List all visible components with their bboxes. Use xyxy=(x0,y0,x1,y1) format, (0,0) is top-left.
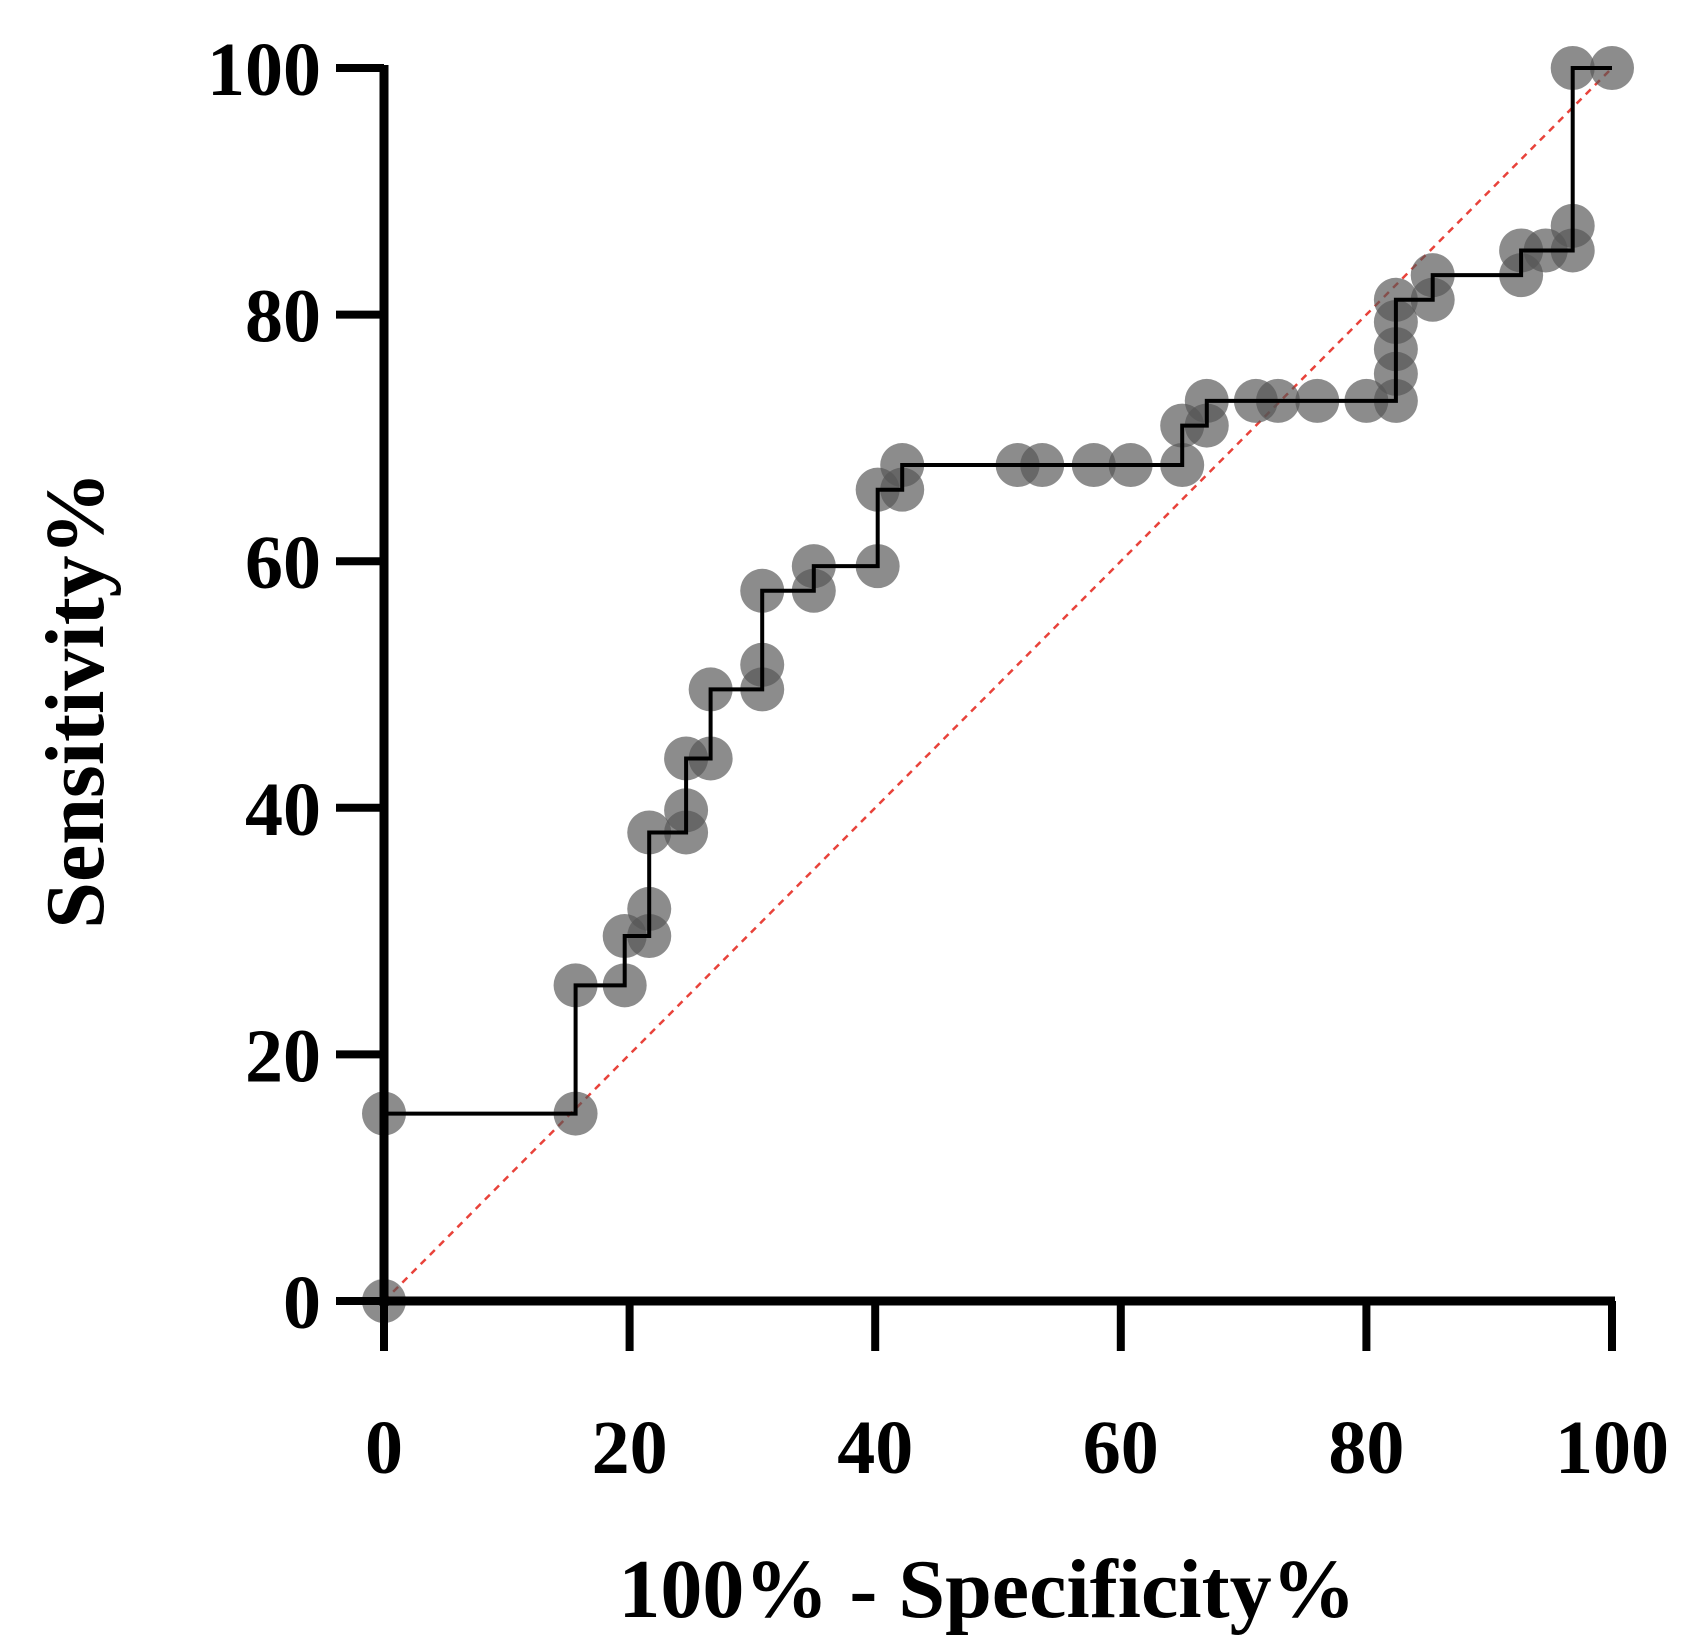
y-tick-label-2: 40 xyxy=(245,768,321,852)
x-tick-label-0: 0 xyxy=(365,1406,403,1490)
y-tick-label-0: 0 xyxy=(283,1261,321,1345)
y-tick-label-5: 100 xyxy=(207,28,321,112)
y-tick-label-3: 60 xyxy=(245,521,321,605)
axes xyxy=(336,64,1616,1351)
x-axis-label: 100% - Specificity% xyxy=(618,1543,1355,1636)
y-tick-label-4: 80 xyxy=(245,275,321,359)
y-tick-label-1: 20 xyxy=(245,1014,321,1098)
y-axis-label: Sensitivity% xyxy=(29,471,122,928)
x-tick-label-4: 80 xyxy=(1328,1406,1404,1490)
plot-area xyxy=(362,46,1634,1323)
roc-curve xyxy=(382,66,1612,1301)
x-tick-label-2: 40 xyxy=(837,1406,913,1490)
x-tick-label-3: 60 xyxy=(1083,1406,1159,1490)
reference-line xyxy=(383,67,1613,1302)
x-tick-label-5: 100 xyxy=(1555,1406,1669,1490)
x-tick-label-1: 20 xyxy=(592,1406,668,1490)
tick-labels: 0 20 40 60 80 100 0 20 40 60 80 100 xyxy=(207,28,1669,1490)
